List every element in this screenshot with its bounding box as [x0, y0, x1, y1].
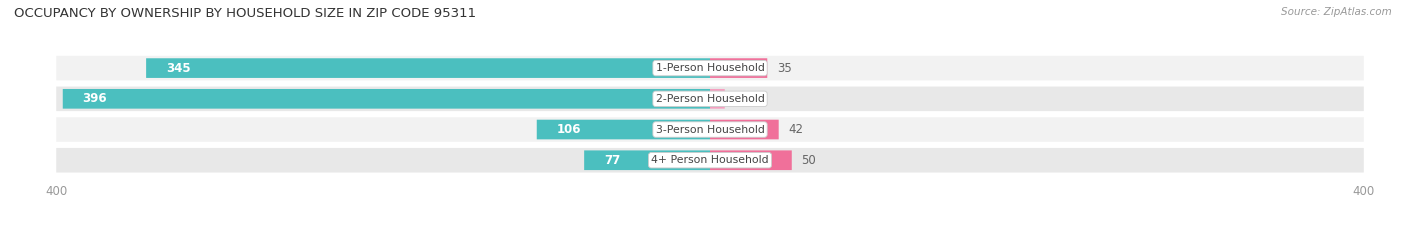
- FancyBboxPatch shape: [146, 58, 710, 78]
- FancyBboxPatch shape: [63, 89, 710, 109]
- Text: 396: 396: [83, 92, 107, 105]
- Text: 35: 35: [778, 62, 792, 75]
- Text: 2-Person Household: 2-Person Household: [655, 94, 765, 104]
- FancyBboxPatch shape: [583, 151, 710, 170]
- FancyBboxPatch shape: [710, 89, 724, 109]
- Text: Source: ZipAtlas.com: Source: ZipAtlas.com: [1281, 7, 1392, 17]
- FancyBboxPatch shape: [56, 86, 1364, 111]
- FancyBboxPatch shape: [56, 117, 1364, 142]
- Text: 345: 345: [166, 62, 190, 75]
- Text: 42: 42: [789, 123, 803, 136]
- Text: 1-Person Household: 1-Person Household: [655, 63, 765, 73]
- Text: 4+ Person Household: 4+ Person Household: [651, 155, 769, 165]
- Text: 9: 9: [734, 92, 742, 105]
- Text: 50: 50: [801, 154, 817, 167]
- Text: OCCUPANCY BY OWNERSHIP BY HOUSEHOLD SIZE IN ZIP CODE 95311: OCCUPANCY BY OWNERSHIP BY HOUSEHOLD SIZE…: [14, 7, 477, 20]
- FancyBboxPatch shape: [56, 148, 1364, 172]
- Text: 3-Person Household: 3-Person Household: [655, 124, 765, 134]
- Text: 106: 106: [557, 123, 581, 136]
- FancyBboxPatch shape: [710, 120, 779, 139]
- FancyBboxPatch shape: [710, 58, 768, 78]
- Text: 77: 77: [603, 154, 620, 167]
- FancyBboxPatch shape: [56, 56, 1364, 80]
- FancyBboxPatch shape: [710, 151, 792, 170]
- FancyBboxPatch shape: [537, 120, 710, 139]
